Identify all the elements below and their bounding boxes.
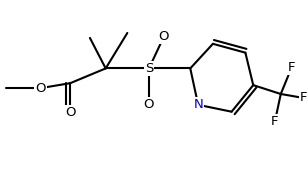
Text: O: O bbox=[65, 106, 75, 119]
Text: O: O bbox=[144, 98, 154, 111]
Text: F: F bbox=[288, 61, 295, 74]
Text: O: O bbox=[159, 30, 169, 43]
Text: F: F bbox=[300, 91, 307, 104]
Text: O: O bbox=[35, 82, 46, 95]
Text: S: S bbox=[145, 62, 153, 75]
Text: F: F bbox=[271, 115, 279, 128]
Text: N: N bbox=[193, 98, 203, 111]
